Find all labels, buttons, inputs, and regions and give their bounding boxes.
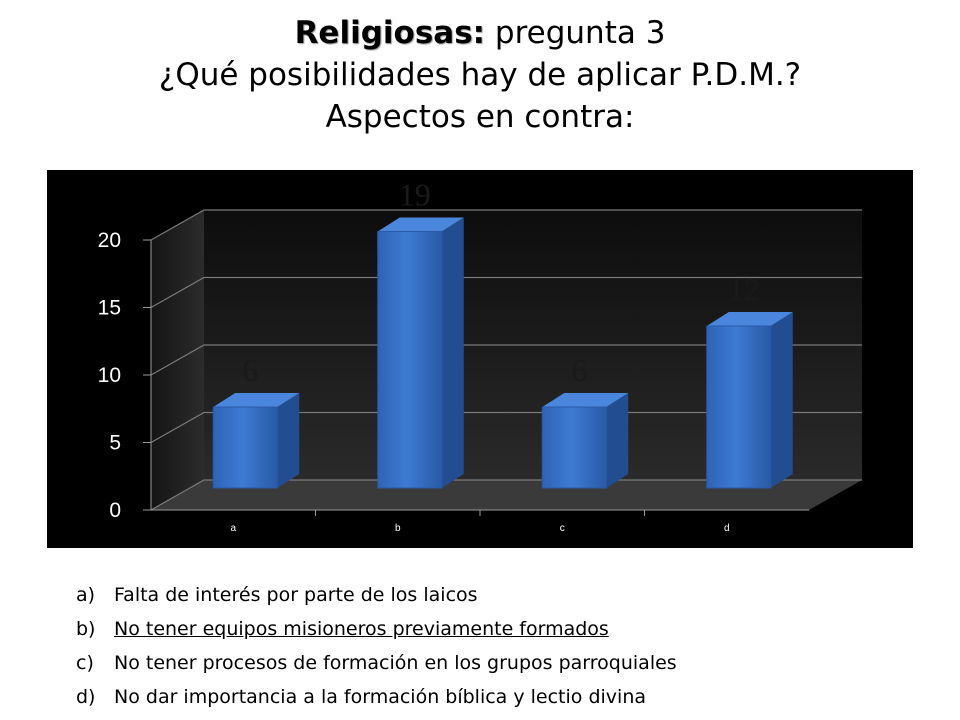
legend-marker: a) <box>76 584 96 606</box>
y-tick-label: 5 <box>109 432 121 455</box>
y-tick-label: 20 <box>98 229 121 252</box>
x-tick-label: a <box>230 523 236 534</box>
legend-text: No tener procesos de formación en los gr… <box>114 652 677 674</box>
title-block: Religiosas: pregunta 3 ¿Qué posibilidade… <box>0 12 960 138</box>
legend-item: d) No dar importancia a la formación bíbl… <box>76 680 936 714</box>
bar-top <box>706 312 793 326</box>
bar-top <box>542 393 629 407</box>
chart-svg: 0 5 10 15 20 6 a 19 b 6 c 12 d <box>98 177 862 534</box>
chart-floor <box>151 480 862 510</box>
legend-item: b) No tener equipos misioneros previament… <box>76 612 936 646</box>
bar <box>377 231 443 489</box>
y-tick-label: 0 <box>109 499 121 522</box>
bar-side <box>606 393 629 488</box>
bar-side <box>277 393 300 488</box>
bar-side <box>441 217 464 488</box>
bar <box>706 325 772 489</box>
data-label: 6 <box>242 352 258 388</box>
x-tick-label: c <box>560 523 565 534</box>
gridline <box>150 479 862 511</box>
title-line-2: ¿Qué posibilidades hay de aplicar P.D.M.… <box>158 57 802 93</box>
bar <box>541 406 607 489</box>
legend-marker: d) <box>76 686 96 708</box>
y-tick-label: 15 <box>98 297 121 320</box>
legend-text: No dar importancia a la formación bíblic… <box>114 686 646 708</box>
legend-text: Falta de interés por parte de los laicos <box>114 584 478 606</box>
gridline <box>150 209 862 241</box>
category-legend: a) Falta de interés por parte de los laic… <box>76 578 936 714</box>
x-tick-label: b <box>395 523 401 534</box>
data-label: 12 <box>728 271 760 307</box>
bar-top <box>213 393 300 407</box>
data-label: 19 <box>399 177 431 213</box>
legend-marker: c) <box>76 652 94 674</box>
gridline <box>150 344 862 376</box>
legend-item: a) Falta de interés por parte de los laic… <box>76 578 936 612</box>
data-label: 6 <box>571 352 587 388</box>
bar <box>212 406 278 489</box>
gridline <box>150 411 862 444</box>
title-bold: Religiosas: <box>294 15 486 51</box>
gridline <box>150 276 862 309</box>
title-line-3: Aspectos en contra: <box>325 99 635 135</box>
bar-side <box>770 312 793 488</box>
legend-text: No tener equipos misioneros previamente … <box>114 618 609 640</box>
title-rest: pregunta 3 <box>485 15 666 51</box>
bar-chart: 0 5 10 15 20 6 a 19 b 6 c 12 d <box>47 170 913 548</box>
y-tick-label: 10 <box>98 364 121 387</box>
x-tick-label: d <box>724 523 730 534</box>
legend-item: c) No tener procesos de formación en los … <box>76 646 936 680</box>
title-line-1: Religiosas: pregunta 3 <box>0 12 960 54</box>
legend-marker: b) <box>76 618 96 640</box>
bar-top <box>377 217 464 232</box>
